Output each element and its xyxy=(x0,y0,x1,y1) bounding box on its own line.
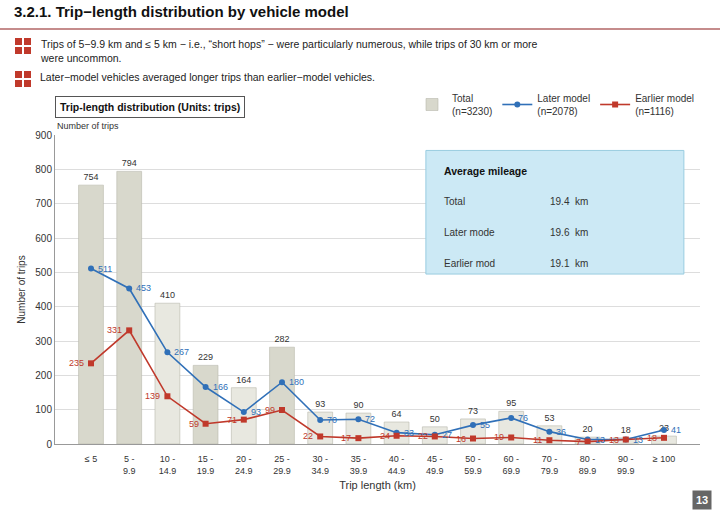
svg-text:36: 36 xyxy=(556,427,566,437)
svg-text:500: 500 xyxy=(35,267,52,278)
svg-text:7: 7 xyxy=(576,437,581,447)
svg-text:235: 235 xyxy=(69,358,84,368)
svg-text:17: 17 xyxy=(341,433,351,443)
svg-text:0: 0 xyxy=(46,439,52,450)
svg-text:50: 50 xyxy=(430,414,440,424)
svg-text:Total: Total xyxy=(444,196,465,207)
svg-text:80 -89.9: 80 -89.9 xyxy=(579,454,597,476)
svg-text:794: 794 xyxy=(122,158,137,168)
svg-text:Trip-length distribution (Unit: Trip-length distribution (Units: trips) xyxy=(60,101,240,113)
svg-text:93: 93 xyxy=(251,407,261,417)
svg-text:Later model(n=2078): Later model(n=2078) xyxy=(537,93,590,117)
svg-text:71: 71 xyxy=(227,415,237,425)
svg-text:331: 331 xyxy=(107,325,122,335)
svg-text:76: 76 xyxy=(518,413,528,423)
svg-text:24: 24 xyxy=(380,431,390,441)
svg-text:10 -14.9: 10 -14.9 xyxy=(159,454,177,476)
svg-text:20 -24.9: 20 -24.9 xyxy=(235,454,253,476)
svg-text:90 -99.9: 90 -99.9 xyxy=(617,454,635,476)
svg-text:15 -19.9: 15 -19.9 xyxy=(197,454,215,476)
svg-text:18: 18 xyxy=(621,425,631,435)
svg-text:99: 99 xyxy=(265,405,275,415)
svg-text:Number of trips: Number of trips xyxy=(16,255,27,323)
svg-text:3.2.1. Trip−length distributio: 3.2.1. Trip−length distribution by vehic… xyxy=(14,3,349,20)
svg-text:100: 100 xyxy=(35,404,52,415)
svg-text:453: 453 xyxy=(136,283,151,293)
svg-text:166: 166 xyxy=(213,382,228,392)
svg-text:164: 164 xyxy=(236,375,251,385)
svg-text:700: 700 xyxy=(35,198,52,209)
svg-text:13: 13 xyxy=(696,494,708,506)
svg-text:19: 19 xyxy=(494,432,504,442)
svg-text:73: 73 xyxy=(468,406,478,416)
svg-text:55: 55 xyxy=(480,420,490,430)
svg-text:13: 13 xyxy=(595,435,605,445)
svg-text:≥ 100: ≥ 100 xyxy=(653,454,675,464)
svg-text:Number of trips: Number of trips xyxy=(57,121,119,131)
svg-text:40 -44.9: 40 -44.9 xyxy=(388,454,406,476)
svg-text:59: 59 xyxy=(189,419,199,429)
svg-text:300: 300 xyxy=(35,336,52,347)
svg-text:41: 41 xyxy=(671,425,681,435)
svg-text:511: 511 xyxy=(98,264,112,274)
svg-text:754: 754 xyxy=(83,172,98,182)
svg-text:93: 93 xyxy=(315,399,325,409)
svg-text:400: 400 xyxy=(35,301,52,312)
svg-text:23: 23 xyxy=(659,423,669,433)
svg-text:35 -39.9: 35 -39.9 xyxy=(350,454,368,476)
svg-text:Later−model vehicles averaged: Later−model vehicles averaged longer tri… xyxy=(40,71,375,83)
svg-text:800: 800 xyxy=(35,164,52,175)
svg-text:19.6 km: 19.6 km xyxy=(550,227,588,238)
svg-text:267: 267 xyxy=(174,347,189,357)
svg-text:900: 900 xyxy=(35,130,52,141)
svg-text:72: 72 xyxy=(365,414,375,424)
svg-text:13: 13 xyxy=(633,435,643,445)
svg-text:180: 180 xyxy=(289,377,304,387)
svg-text:410: 410 xyxy=(160,290,175,300)
svg-text:50 -59.9: 50 -59.9 xyxy=(464,454,482,476)
svg-text:95: 95 xyxy=(506,398,516,408)
svg-text:90: 90 xyxy=(353,400,363,410)
svg-text:13: 13 xyxy=(609,435,619,445)
svg-text:11: 11 xyxy=(533,435,542,445)
svg-text:22: 22 xyxy=(303,431,313,441)
svg-text:53: 53 xyxy=(544,413,554,423)
svg-text:5 -9.9: 5 -9.9 xyxy=(123,454,136,476)
svg-text:Trips of 5−9.9 km and ≤ 5 km −: Trips of 5−9.9 km and ≤ 5 km − i.e., “sh… xyxy=(40,38,538,64)
svg-text:Earlier model(n=1116): Earlier model(n=1116) xyxy=(635,93,694,117)
svg-text:600: 600 xyxy=(35,233,52,244)
svg-text:19.1 km: 19.1 km xyxy=(550,258,588,269)
svg-text:64: 64 xyxy=(392,409,402,419)
svg-text:18: 18 xyxy=(647,433,657,443)
svg-text:20: 20 xyxy=(583,424,593,434)
svg-text:22: 22 xyxy=(418,431,428,441)
svg-text:25 -29.9: 25 -29.9 xyxy=(273,454,291,476)
svg-text:Average mileage: Average mileage xyxy=(444,165,527,177)
svg-text:139: 139 xyxy=(145,391,160,401)
svg-text:Earlier mod: Earlier mod xyxy=(444,258,495,269)
svg-text:70: 70 xyxy=(327,415,337,425)
svg-text:Trip length (km): Trip length (km) xyxy=(339,479,416,491)
svg-text:Later mode: Later mode xyxy=(444,227,495,238)
svg-text:229: 229 xyxy=(198,352,213,362)
svg-text:45 -49.9: 45 -49.9 xyxy=(426,454,444,476)
svg-text:70 -79.9: 70 -79.9 xyxy=(541,454,559,476)
svg-text:60 -69.9: 60 -69.9 xyxy=(502,454,520,476)
svg-text:16: 16 xyxy=(456,434,466,444)
svg-text:200: 200 xyxy=(35,370,52,381)
svg-text:33: 33 xyxy=(404,428,414,438)
svg-text:≤ 5: ≤ 5 xyxy=(85,454,97,464)
svg-text:19.4 km: 19.4 km xyxy=(550,196,588,207)
svg-text:27: 27 xyxy=(442,430,452,440)
svg-text:30 -34.9: 30 -34.9 xyxy=(311,454,329,476)
svg-text:Total(n=3230): Total(n=3230) xyxy=(452,93,492,117)
svg-text:282: 282 xyxy=(274,334,289,344)
